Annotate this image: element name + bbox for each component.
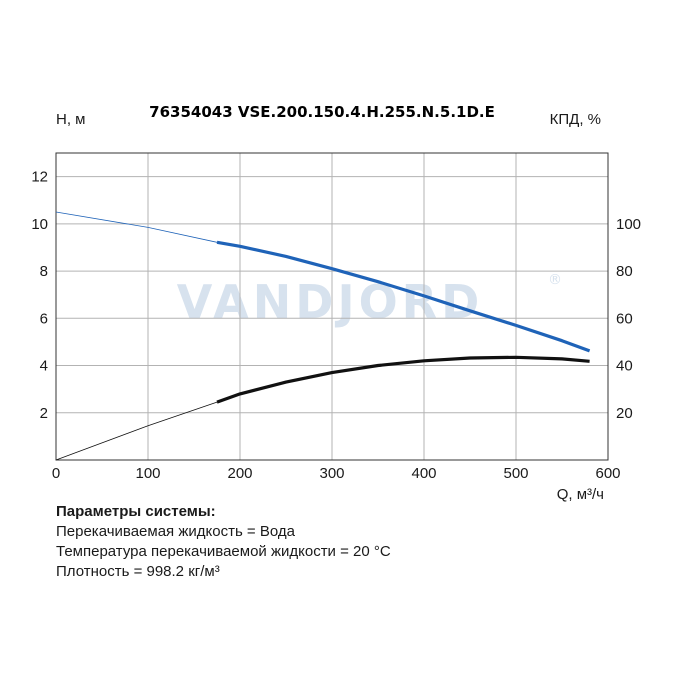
y-axis-right-label: КПД, %: [550, 111, 601, 128]
head-curve: [216, 240, 591, 353]
head-curve-extrapolated: [55, 211, 218, 243]
efficiency-curve-extrapolated: [55, 401, 218, 461]
system-parameters: Параметры системы: Перекачиваемая жидкос…: [56, 502, 391, 582]
y-left-tick-label: 8: [40, 263, 48, 280]
x-tick-label: 500: [503, 465, 528, 482]
x-tick-label: 200: [227, 465, 252, 482]
chart-title: 76354043 VSE.200.150.4.H.255.N.5.1D.E: [149, 103, 495, 121]
chart-ticks: 0 100 200 300 400 500 600 2 4 6 8 10 12 20 40 60 80 100: [31, 169, 641, 482]
params-heading: Параметры системы:: [56, 503, 216, 520]
y-left-tick-label: 6: [40, 310, 48, 327]
y-axis-left-label: H, м: [56, 111, 85, 128]
y-right-tick-label: 60: [616, 310, 633, 327]
params-temperature: Температура перекачиваемой жидкости = 20…: [56, 543, 391, 560]
y-left-tick-label: 2: [40, 405, 48, 422]
x-tick-label: 600: [595, 465, 620, 482]
x-tick-label: 0: [52, 465, 60, 482]
x-tick-label: 100: [135, 465, 160, 482]
y-left-tick-label: 10: [31, 216, 48, 233]
watermark-logo: VANDJORD: [177, 275, 484, 329]
y-right-tick-label: 80: [616, 263, 633, 280]
chart-series: [55, 211, 591, 461]
plot-frame: [55, 152, 609, 461]
y-left-tick-label: 12: [31, 169, 48, 186]
efficiency-curve: [216, 355, 590, 404]
y-left-tick-label: 4: [40, 358, 48, 375]
params-density: Плотность = 998.2 кг/м³: [56, 563, 220, 580]
params-liquid: Перекачиваемая жидкость = Вода: [56, 523, 295, 540]
x-axis-label: Q, м³/ч: [557, 486, 604, 503]
x-tick-label: 300: [319, 465, 344, 482]
y-right-tick-label: 100: [616, 216, 641, 233]
chart-grid: [55, 153, 609, 460]
x-tick-label: 400: [411, 465, 436, 482]
y-right-tick-label: 40: [616, 358, 633, 375]
y-right-tick-label: 20: [616, 405, 633, 422]
watermark-registered-mark: ®: [548, 272, 562, 288]
